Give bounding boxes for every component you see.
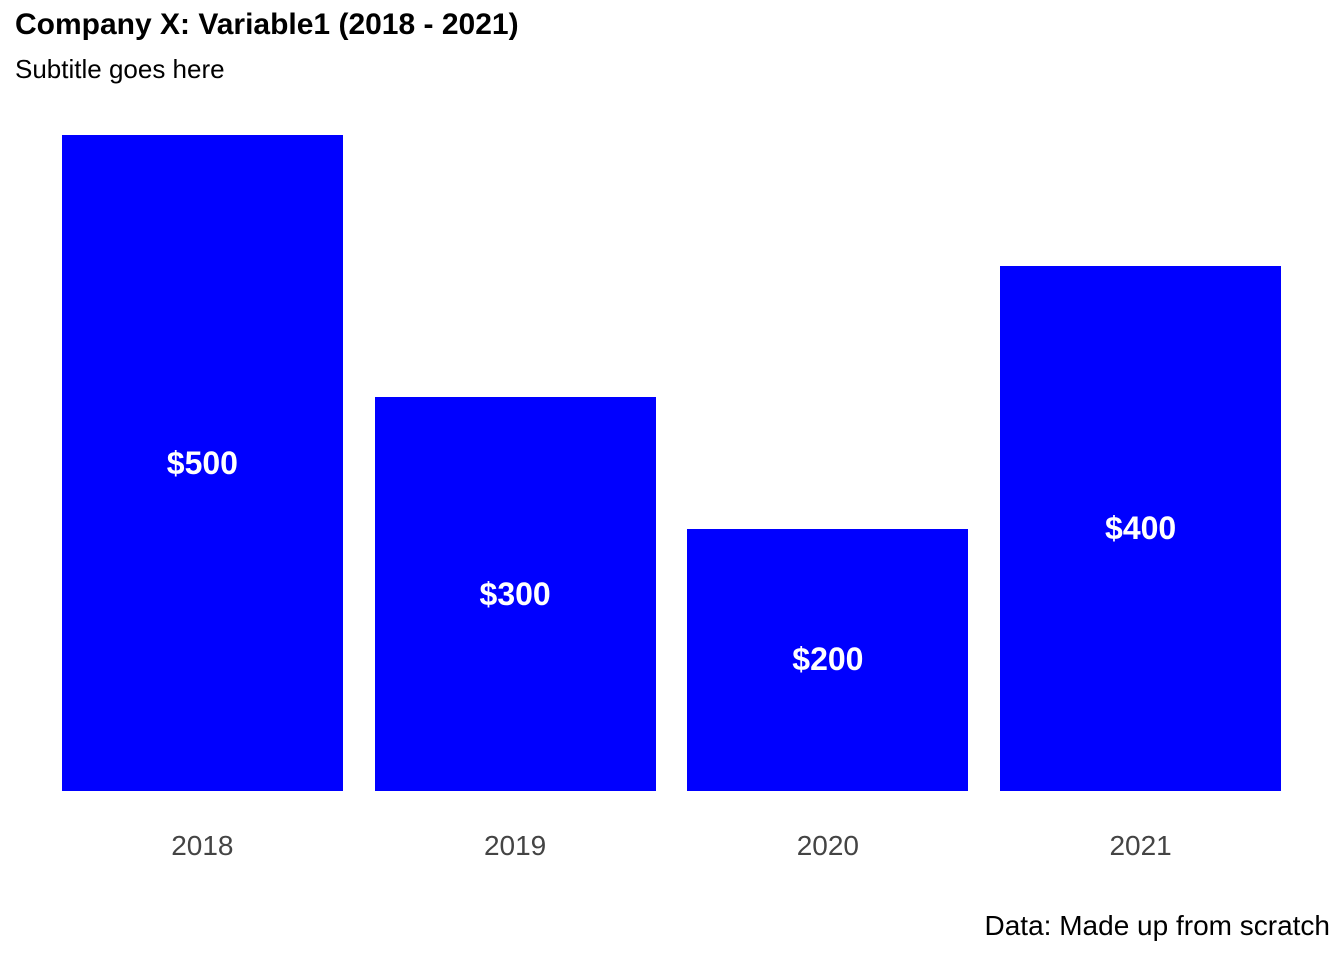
x-axis-label-2019: 2019 [483, 830, 547, 861]
x-axis: 2018 2019 2020 2021 [46, 830, 1297, 862]
x-axis-label-2021: 2021 [1109, 830, 1172, 861]
bar-slot-2018: $500 [46, 0, 359, 791]
bar-value-label-2018: $500 [166, 444, 238, 481]
bar-slot-2020: $200 [672, 0, 985, 791]
plot-area: $500 $300 $200 $400 [46, 0, 1297, 791]
bar-value-label-2019: $300 [479, 575, 551, 612]
chart-subtitle: Subtitle goes here [15, 54, 225, 84]
bar-2018: $500 [61, 135, 343, 791]
x-axis-label-2020: 2020 [796, 830, 860, 861]
bar-value-label-2021: $400 [1105, 510, 1177, 547]
data-source-caption: Data: Made up from scratch [984, 910, 1330, 941]
bar-2019: $300 [374, 397, 656, 791]
x-axis-label-2018: 2018 [171, 830, 234, 861]
bar-value-label-2020: $200 [792, 641, 864, 678]
chart-title: Company X: Variable1 (2018 - 2021) [15, 8, 519, 41]
bar-slot-2021: $400 [984, 0, 1297, 791]
bar-2021: $400 [1000, 266, 1282, 791]
bar-slot-2019: $300 [359, 0, 672, 791]
bar-2020: $200 [687, 528, 969, 791]
